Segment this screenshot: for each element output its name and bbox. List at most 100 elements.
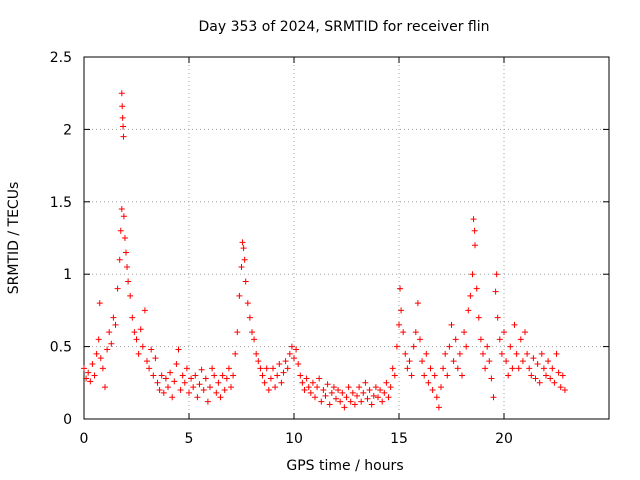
data-point — [450, 358, 457, 365]
data-point — [117, 227, 124, 234]
data-point — [524, 350, 531, 357]
data-point — [551, 379, 558, 386]
data-point — [120, 133, 127, 140]
data-point — [234, 329, 241, 336]
data-point — [364, 395, 371, 402]
data-point — [150, 372, 157, 379]
data-point — [408, 372, 415, 379]
data-point — [505, 372, 512, 379]
data-point — [284, 365, 291, 372]
data-point — [433, 394, 440, 401]
data-point — [372, 384, 379, 391]
data-point — [345, 384, 352, 391]
x-tick-label: 10 — [285, 431, 303, 447]
chart-title: Day 353 of 2024, SRMTID for receiver fli… — [199, 19, 490, 35]
data-point — [305, 384, 312, 391]
data-point — [169, 394, 176, 401]
data-point — [204, 398, 211, 405]
data-point — [249, 329, 255, 336]
data-point — [81, 365, 87, 372]
data-point — [538, 350, 545, 357]
data-point — [228, 384, 234, 391]
data-point — [314, 384, 321, 391]
data-point — [358, 398, 365, 405]
data-point — [200, 387, 207, 394]
data-point — [179, 372, 186, 379]
data-point — [230, 372, 237, 379]
plot-frame — [83, 56, 610, 420]
data-point — [120, 213, 127, 220]
data-point — [173, 360, 180, 367]
data-point — [356, 384, 363, 391]
data-point — [469, 271, 476, 278]
data-point — [396, 321, 402, 328]
data-point — [160, 389, 167, 396]
data-point — [442, 350, 449, 357]
data-point — [534, 360, 541, 367]
data-point — [326, 401, 333, 408]
data-point — [318, 398, 325, 405]
data-point — [87, 378, 94, 385]
y-tick-label: 2.5 — [50, 50, 72, 66]
data-point — [370, 392, 377, 399]
data-point — [431, 372, 438, 379]
data-points — [81, 90, 568, 411]
x-tick-label: 15 — [390, 431, 408, 447]
data-point — [379, 398, 386, 405]
data-point — [459, 372, 465, 379]
data-point — [280, 369, 287, 376]
data-point — [470, 216, 477, 223]
data-point — [265, 387, 272, 394]
data-point — [291, 355, 297, 362]
data-point — [177, 387, 184, 394]
data-point — [165, 384, 171, 391]
data-point — [553, 350, 560, 357]
data-point — [99, 365, 106, 372]
data-point — [225, 365, 232, 372]
data-point — [482, 365, 489, 372]
data-point — [215, 379, 222, 386]
data-point — [221, 387, 228, 394]
data-point — [494, 314, 501, 321]
data-point — [121, 235, 128, 241]
data-point — [501, 329, 507, 336]
y-tick-label: 1.5 — [50, 195, 72, 211]
data-point — [148, 346, 155, 353]
data-point — [261, 379, 268, 386]
data-point — [536, 379, 543, 386]
data-point — [530, 355, 537, 362]
data-point — [343, 394, 350, 401]
data-point — [454, 365, 461, 372]
data-point — [131, 329, 138, 336]
data-point — [242, 278, 249, 285]
data-point — [202, 375, 209, 382]
x-axis-label: GPS time / hours — [286, 458, 403, 474]
data-point — [96, 300, 103, 307]
data-point — [349, 389, 356, 396]
data-point — [557, 384, 564, 391]
data-point — [429, 387, 436, 394]
data-point — [158, 372, 165, 379]
grid-lines — [84, 57, 609, 419]
data-point — [239, 239, 246, 246]
data-point — [152, 355, 159, 362]
data-point — [391, 372, 398, 379]
data-point — [183, 365, 190, 372]
data-point — [398, 307, 405, 314]
data-point — [421, 372, 428, 379]
data-point — [116, 256, 123, 263]
data-point — [515, 365, 522, 372]
data-point — [119, 114, 126, 121]
data-point — [414, 300, 421, 307]
data-point — [198, 366, 205, 373]
data-point — [137, 326, 144, 333]
data-point — [125, 278, 132, 285]
data-point — [549, 365, 556, 372]
data-point — [320, 387, 327, 394]
data-point — [286, 350, 293, 357]
data-point — [397, 285, 404, 292]
data-point — [330, 384, 337, 391]
data-point — [526, 365, 533, 372]
data-point — [452, 336, 459, 343]
data-point — [316, 375, 323, 382]
